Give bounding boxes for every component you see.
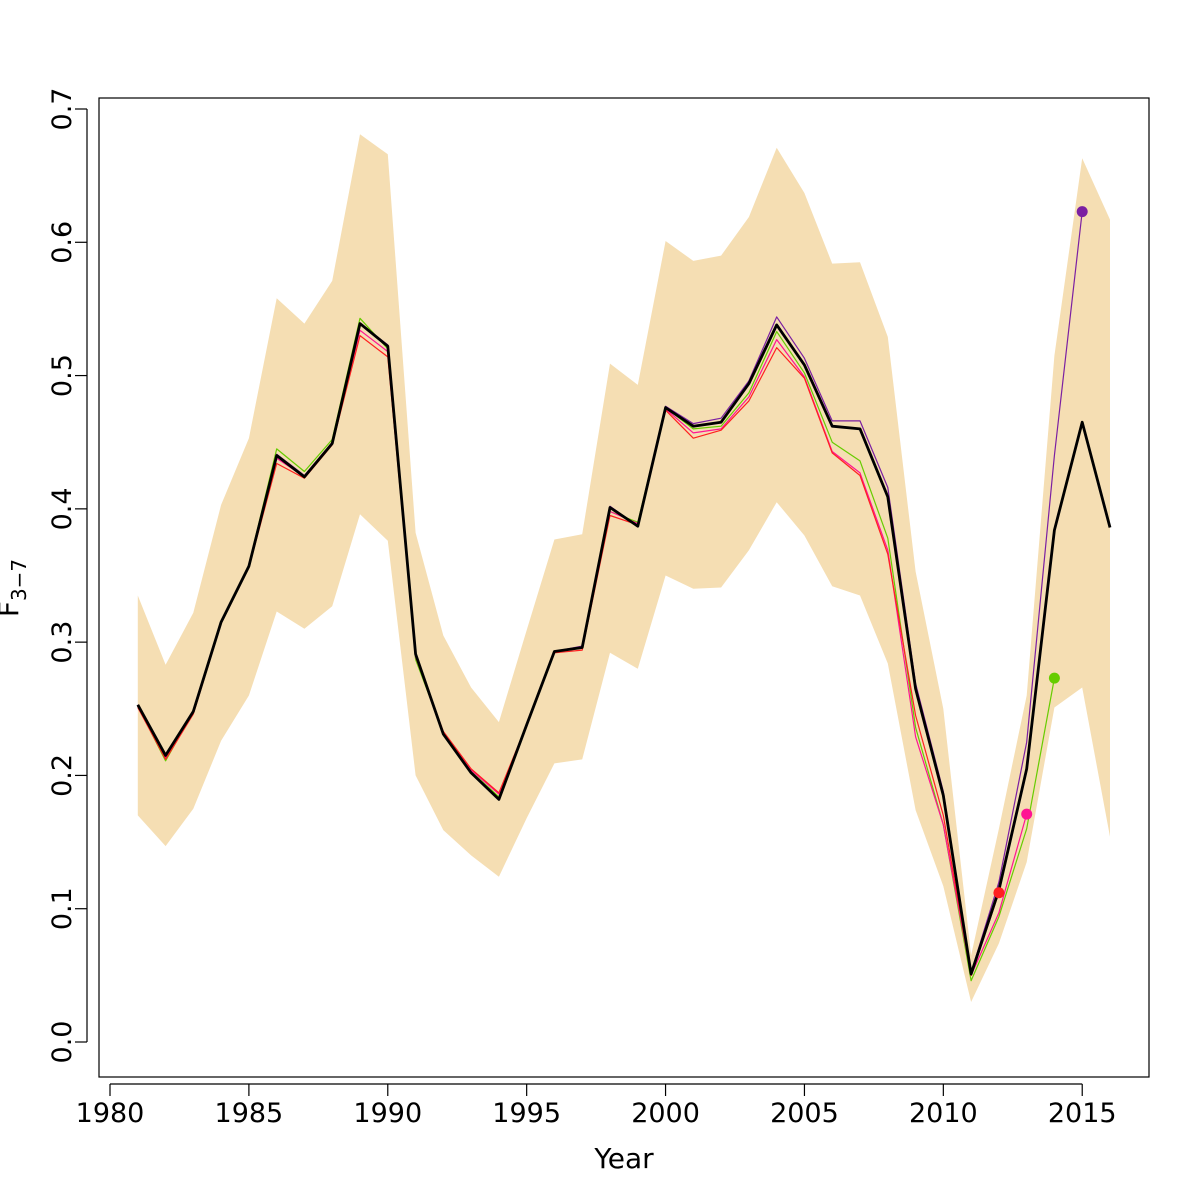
y-axis-title-subscript: 3−7 xyxy=(7,559,31,601)
end-points-layer xyxy=(993,206,1088,899)
x-tick-label: 2005 xyxy=(770,1098,839,1129)
y-tick-label: 0.3 xyxy=(47,621,78,664)
series-end-point-3 xyxy=(1021,808,1033,820)
y-tick-label: 0.5 xyxy=(47,354,78,397)
confidence-band-layer xyxy=(137,134,1111,1003)
series-end-point-2 xyxy=(1048,672,1060,684)
series-line-0 xyxy=(136,322,1112,976)
y-tick-label: 0.1 xyxy=(47,887,78,930)
x-axis-title: Year xyxy=(593,1142,654,1175)
x-tick-label: 2000 xyxy=(631,1098,700,1129)
x-tick-label: 2015 xyxy=(1048,1098,1117,1129)
x-tick-label: 1990 xyxy=(353,1098,422,1129)
y-axis: 0.0 0.1 0.2 0.3 0.4 0.5 0.6 0.7 xyxy=(47,88,88,1064)
y-tick-label: 0.2 xyxy=(47,754,78,797)
confidence-band xyxy=(137,134,1111,1003)
series-line-4 xyxy=(137,335,1000,977)
x-tick-label: 2010 xyxy=(909,1098,978,1129)
y-axis-title-main: F xyxy=(0,601,25,617)
series-layer xyxy=(136,211,1112,982)
y-tick-label: 0.0 xyxy=(47,1021,78,1064)
x-axis: 1980 1985 1990 1995 2000 2005 2010 2015 xyxy=(76,1083,1117,1129)
y-tick-label: 0.6 xyxy=(47,221,78,264)
series-end-point-4 xyxy=(993,887,1005,899)
x-tick-label: 1980 xyxy=(76,1098,145,1129)
y-tick-label: 0.7 xyxy=(47,88,78,131)
series-end-point-1 xyxy=(1076,206,1088,218)
x-tick-label: 1995 xyxy=(492,1098,561,1129)
plot-frame xyxy=(98,97,1150,1078)
x-tick-label: 1985 xyxy=(215,1098,284,1129)
y-axis-title: F3−7 xyxy=(0,559,31,617)
y-tick-label: 0.4 xyxy=(47,487,78,530)
